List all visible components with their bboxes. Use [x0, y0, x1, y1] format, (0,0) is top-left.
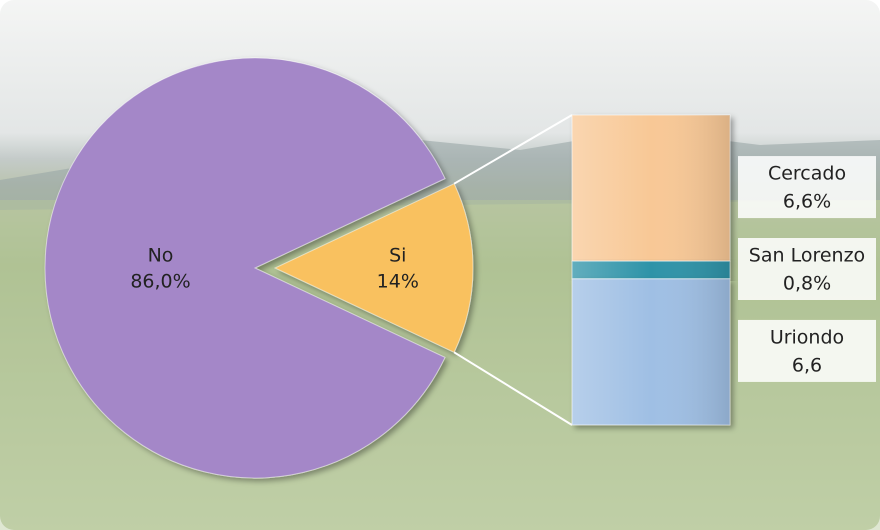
- label-box: [738, 238, 876, 300]
- label-box: [738, 319, 876, 382]
- pie-slice: [273, 183, 474, 353]
- bar-gloss: [572, 278, 730, 425]
- connector: [453, 114, 573, 185]
- pie-slice: [44, 57, 446, 479]
- slice-value: 14%: [377, 271, 419, 293]
- slice-value: 86,0%: [130, 271, 190, 293]
- bar-label: Uriondo: [770, 326, 844, 348]
- connector: [453, 351, 573, 426]
- plot: No 86,0% Si 14% Cercado 6,6% San Lorenzo 0,8% Ur…: [44, 57, 876, 479]
- bar-value: 6,6%: [783, 191, 831, 213]
- bar-gloss: [572, 115, 730, 262]
- bar-label: Cercado: [768, 163, 846, 185]
- bar-gloss: [572, 261, 730, 279]
- bar-value: 0,8%: [783, 273, 831, 295]
- bar-value: 6,6: [792, 354, 822, 376]
- bar-label: San Lorenzo: [749, 245, 865, 267]
- slice-label: No: [148, 245, 174, 267]
- slice-label: Si: [389, 245, 406, 267]
- label-box: [738, 156, 876, 219]
